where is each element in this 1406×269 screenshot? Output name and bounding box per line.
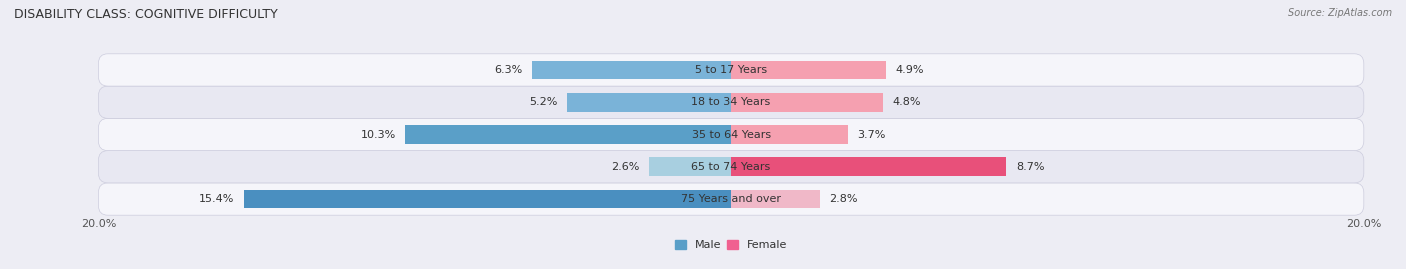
Bar: [731, 61, 886, 79]
Text: 18 to 34 Years: 18 to 34 Years: [692, 97, 770, 107]
Text: DISABILITY CLASS: COGNITIVE DIFFICULTY: DISABILITY CLASS: COGNITIVE DIFFICULTY: [14, 8, 278, 21]
Text: 65 to 74 Years: 65 to 74 Years: [692, 162, 770, 172]
Text: 6.3%: 6.3%: [494, 65, 523, 75]
Bar: [731, 93, 883, 112]
FancyBboxPatch shape: [98, 86, 1364, 118]
Bar: [648, 157, 731, 176]
Text: 8.7%: 8.7%: [1015, 162, 1045, 172]
FancyBboxPatch shape: [98, 118, 1364, 151]
FancyBboxPatch shape: [98, 54, 1364, 86]
Text: 5 to 17 Years: 5 to 17 Years: [695, 65, 768, 75]
Text: 75 Years and over: 75 Years and over: [681, 194, 782, 204]
Bar: [243, 190, 731, 208]
Bar: [731, 190, 820, 208]
Bar: [405, 125, 731, 144]
Bar: [531, 61, 731, 79]
Text: 3.7%: 3.7%: [858, 129, 886, 140]
Text: Source: ZipAtlas.com: Source: ZipAtlas.com: [1288, 8, 1392, 18]
Text: 5.2%: 5.2%: [529, 97, 557, 107]
Text: 2.6%: 2.6%: [612, 162, 640, 172]
Text: 4.8%: 4.8%: [893, 97, 921, 107]
Bar: [731, 157, 1007, 176]
Bar: [731, 125, 848, 144]
Text: 2.8%: 2.8%: [830, 194, 858, 204]
Bar: [567, 93, 731, 112]
FancyBboxPatch shape: [98, 151, 1364, 183]
Text: 35 to 64 Years: 35 to 64 Years: [692, 129, 770, 140]
FancyBboxPatch shape: [98, 183, 1364, 215]
Text: 15.4%: 15.4%: [200, 194, 235, 204]
Text: 4.9%: 4.9%: [896, 65, 924, 75]
Legend: Male, Female: Male, Female: [671, 235, 792, 255]
Text: 10.3%: 10.3%: [360, 129, 395, 140]
